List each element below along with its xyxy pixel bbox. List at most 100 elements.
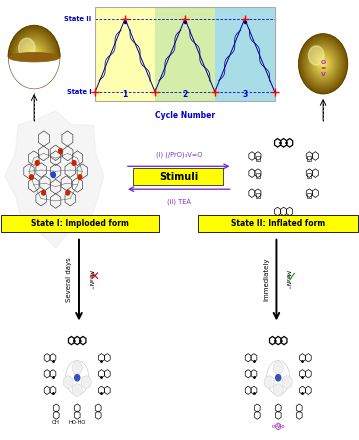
Text: Me₄N⁺: Me₄N⁺ (88, 270, 93, 289)
Circle shape (23, 44, 45, 71)
Text: V: V (276, 424, 280, 429)
Circle shape (51, 172, 55, 177)
Text: Several days: Several days (66, 257, 72, 302)
Circle shape (308, 46, 338, 82)
Circle shape (306, 43, 340, 85)
Circle shape (308, 46, 324, 65)
Ellipse shape (72, 362, 82, 374)
Text: Immediately: Immediately (264, 258, 269, 301)
Circle shape (22, 42, 46, 72)
Circle shape (299, 34, 348, 94)
Circle shape (315, 54, 331, 74)
Bar (95, 7, 155, 101)
Bar (256, 156, 260, 161)
Circle shape (317, 57, 329, 71)
Circle shape (299, 35, 347, 93)
Text: (ii) TEA: (ii) TEA (167, 199, 191, 205)
Circle shape (16, 35, 52, 79)
Circle shape (17, 36, 51, 78)
Circle shape (303, 39, 344, 89)
Text: OH: OH (52, 420, 60, 425)
Text: State II: State II (64, 16, 92, 22)
Circle shape (276, 374, 281, 381)
Text: O
=
V: O = V (321, 60, 326, 77)
Circle shape (42, 190, 46, 195)
Circle shape (301, 37, 345, 91)
Circle shape (308, 45, 339, 83)
Circle shape (8, 26, 60, 89)
Ellipse shape (273, 384, 283, 396)
Circle shape (320, 60, 326, 68)
Circle shape (19, 38, 35, 59)
Text: State I: State I (67, 89, 92, 95)
Text: V: V (282, 224, 285, 229)
Circle shape (307, 44, 339, 84)
Bar (155, 7, 215, 101)
Polygon shape (276, 423, 281, 430)
Text: 1: 1 (122, 90, 128, 99)
Ellipse shape (65, 361, 89, 395)
Ellipse shape (273, 362, 283, 374)
Circle shape (59, 149, 62, 154)
Bar (7, 57, 61, 91)
Circle shape (18, 37, 51, 77)
Circle shape (312, 50, 335, 78)
Circle shape (311, 49, 335, 79)
Circle shape (33, 56, 35, 58)
Circle shape (27, 49, 41, 66)
Circle shape (25, 47, 43, 68)
Bar (256, 173, 260, 178)
Circle shape (322, 63, 324, 65)
Bar (256, 193, 260, 198)
Circle shape (13, 32, 55, 83)
Circle shape (9, 26, 59, 88)
Ellipse shape (72, 384, 82, 396)
Polygon shape (281, 223, 286, 230)
Circle shape (28, 50, 40, 65)
Polygon shape (5, 111, 104, 248)
Circle shape (24, 44, 45, 70)
FancyBboxPatch shape (133, 168, 223, 185)
Circle shape (30, 52, 38, 62)
Text: 3: 3 (242, 90, 247, 99)
Text: ✕: ✕ (89, 271, 99, 284)
Text: ✓: ✓ (286, 271, 297, 284)
Ellipse shape (266, 361, 290, 395)
Text: (i) (/PrO)₃V=O: (i) (/PrO)₃V=O (155, 151, 202, 158)
Circle shape (319, 59, 327, 69)
Circle shape (32, 55, 36, 59)
FancyBboxPatch shape (1, 215, 159, 232)
Text: Me₄N⁺: Me₄N⁺ (285, 270, 290, 289)
Circle shape (304, 41, 342, 87)
Bar (95, 7, 275, 101)
Circle shape (13, 31, 56, 84)
Circle shape (19, 38, 50, 76)
Circle shape (300, 36, 346, 92)
Circle shape (310, 48, 336, 80)
Circle shape (29, 51, 39, 63)
Circle shape (26, 48, 42, 67)
Circle shape (29, 175, 33, 180)
Bar (215, 7, 275, 101)
Ellipse shape (63, 376, 73, 389)
Circle shape (309, 47, 337, 81)
Circle shape (15, 34, 53, 81)
Circle shape (66, 190, 70, 195)
Circle shape (11, 29, 57, 86)
Circle shape (21, 41, 47, 73)
Circle shape (321, 62, 325, 66)
Text: Cycle Number: Cycle Number (155, 111, 215, 120)
Text: HO·HO: HO·HO (69, 420, 86, 425)
Bar (307, 193, 312, 198)
Ellipse shape (264, 376, 274, 389)
Ellipse shape (8, 52, 60, 62)
Text: State II: Inflated form: State II: Inflated form (231, 219, 325, 228)
Circle shape (32, 54, 37, 60)
Circle shape (20, 40, 48, 74)
Text: State I: Imploded form: State I: Imploded form (31, 219, 129, 228)
Circle shape (25, 46, 43, 69)
Text: Stimuli: Stimuli (159, 172, 199, 182)
Circle shape (318, 58, 328, 70)
Circle shape (321, 61, 326, 67)
Circle shape (314, 53, 332, 75)
